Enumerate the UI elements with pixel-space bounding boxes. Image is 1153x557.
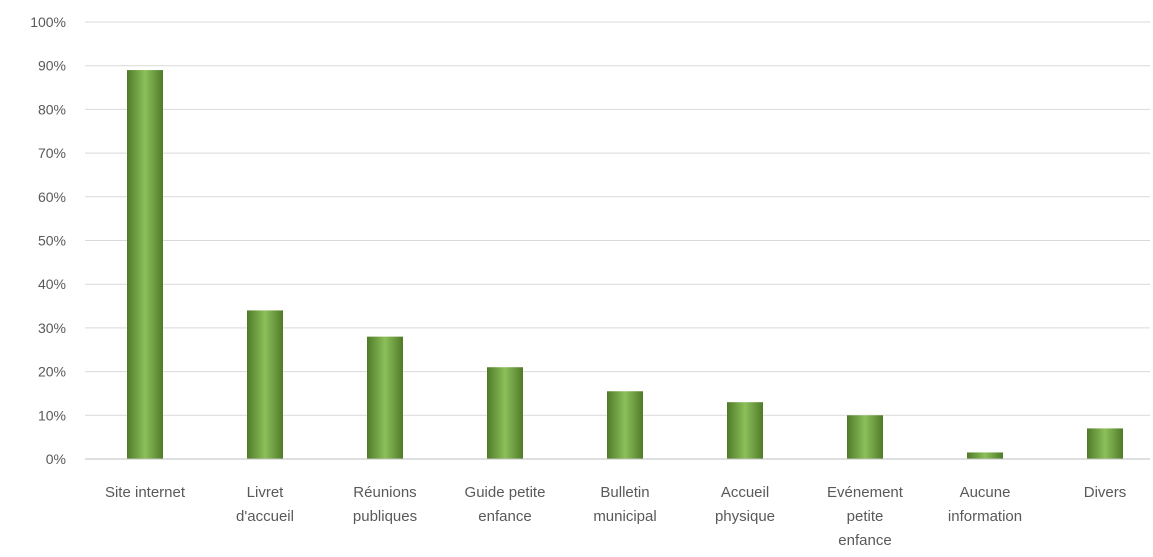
y-tick-label: 80%	[38, 101, 66, 117]
bar	[727, 402, 763, 459]
y-tick-label: 20%	[38, 364, 66, 380]
bar	[247, 310, 283, 459]
bar	[127, 70, 163, 459]
y-tick-label: 30%	[38, 320, 66, 336]
x-category-label: Divers	[1084, 484, 1127, 501]
bar	[487, 367, 523, 459]
y-tick-label: 40%	[38, 276, 66, 292]
y-tick-label: 10%	[38, 407, 66, 423]
x-category-label: Réunions publiques	[353, 484, 417, 525]
y-tick-label: 70%	[38, 145, 66, 161]
x-category-label: Accueil physique	[715, 484, 775, 525]
x-axis-category-labels: Site internet Livret d'accueil Réunions publ…	[105, 484, 1126, 549]
x-category-label: Livret d'accueil	[236, 484, 294, 525]
bar	[847, 415, 883, 459]
y-tick-label: 90%	[38, 58, 66, 74]
bar	[607, 391, 643, 459]
bar	[367, 336, 403, 459]
bars	[127, 70, 1123, 459]
y-tick-label: 100%	[30, 14, 66, 30]
x-category-label: Evénement petite enfance	[827, 484, 904, 549]
x-category-label: Site internet	[105, 484, 186, 501]
y-tick-label: 0%	[46, 451, 66, 467]
y-tick-label: 60%	[38, 189, 66, 205]
x-category-label: Bulletin municipal	[593, 484, 656, 525]
x-category-label: Guide petite enfance	[465, 484, 546, 525]
gridlines	[85, 21, 1150, 416]
y-tick-label: 50%	[38, 233, 66, 249]
bar	[967, 452, 1003, 459]
y-axis-tick-labels: 0% 10% 20% 30% 40% 50% 60% 70% 80% 90% 100%	[30, 14, 66, 467]
x-category-label: Aucune information	[948, 484, 1022, 525]
bar	[1087, 428, 1123, 459]
